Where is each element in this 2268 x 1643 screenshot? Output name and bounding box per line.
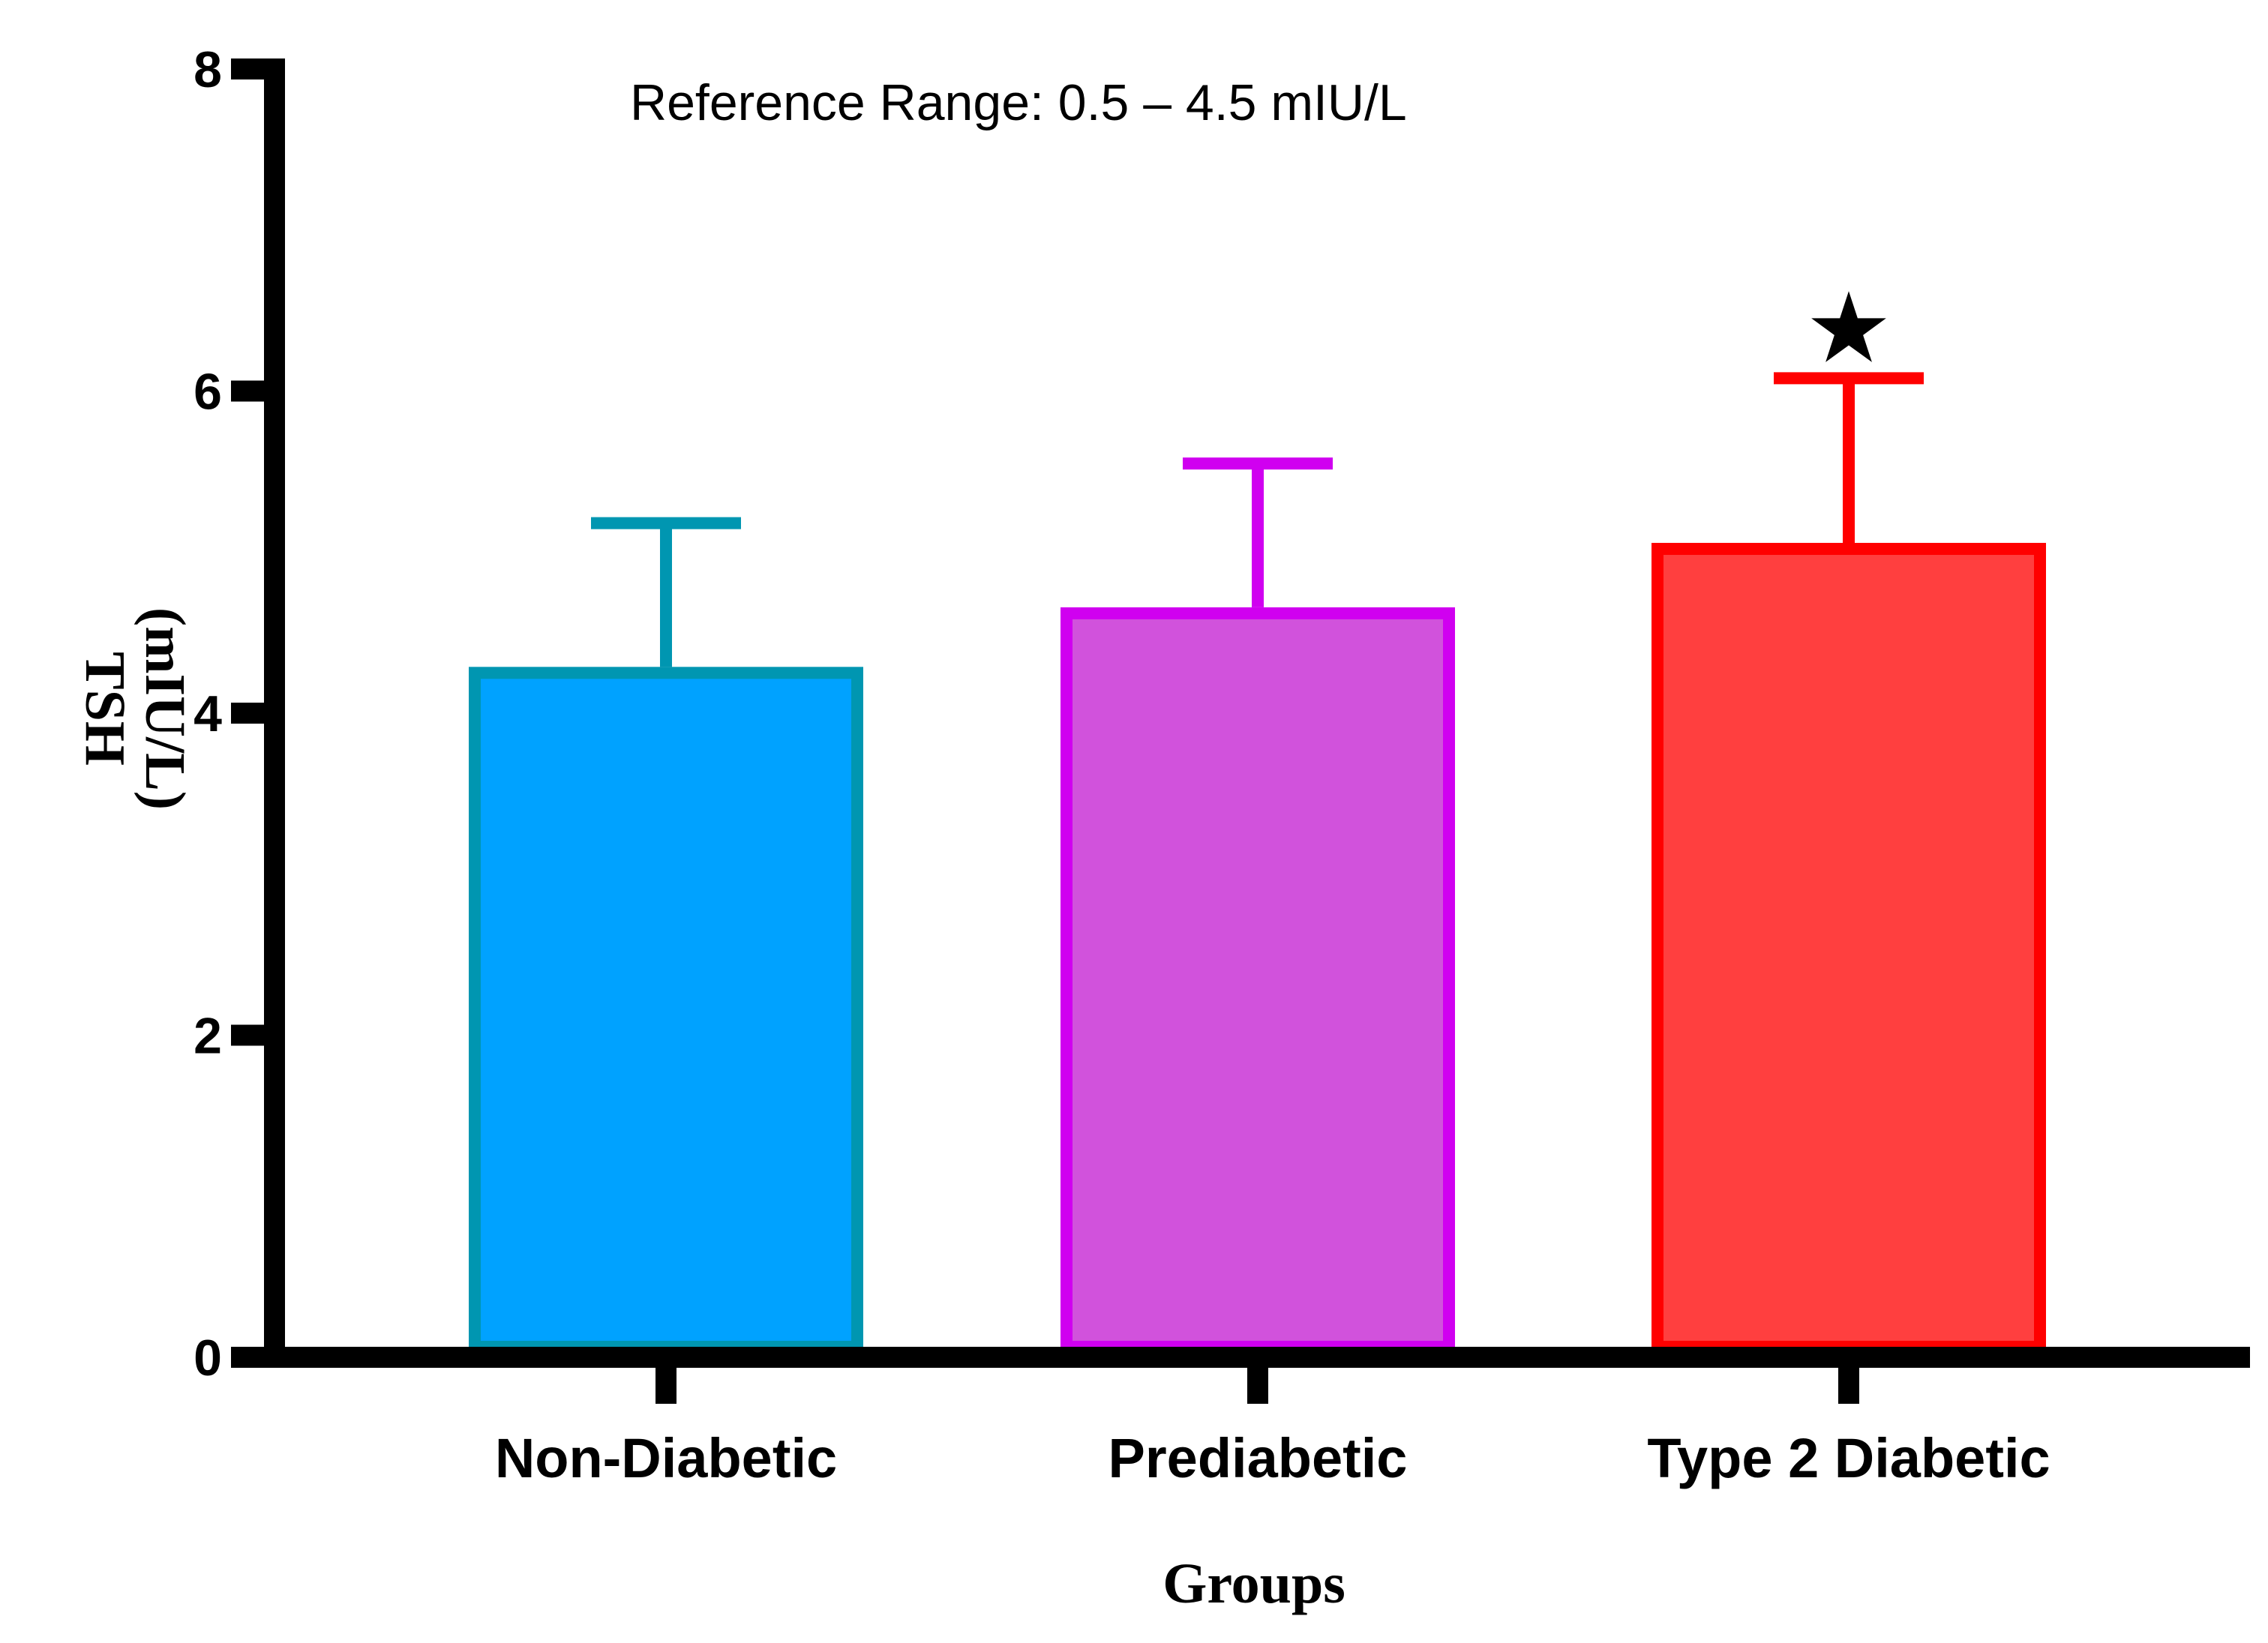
y-axis-title-line-1: TSH (74, 652, 136, 766)
bar-prediabetic (1060, 607, 1455, 1353)
x-tick-label-non-diabetic: Non-Diabetic (495, 1427, 837, 1489)
bars-layer: ★ (469, 271, 2046, 1354)
x-tick-label-prediabetic: Prediabetic (1108, 1427, 1408, 1489)
y-tick-label-0: 0 (194, 1330, 222, 1387)
y-tick-label-2: 2 (194, 1008, 222, 1065)
ticks-layer: Non-Diabetic Prediabetic Type 2 Diabetic 0 2… (194, 41, 2050, 1489)
y-axis-title: TSH (mIU/L) (74, 607, 196, 810)
significance-star-icon: ★ (1805, 271, 1893, 385)
y-tick-label-4: 4 (194, 685, 222, 742)
bar-non-diabetic (469, 667, 863, 1353)
x-tick-label-type-2-diabetic: Type 2 Diabetic (1647, 1427, 2050, 1489)
y-tick-label-8: 8 (194, 41, 222, 98)
x-axis-title: Groups (1162, 1552, 1346, 1615)
y-axis-title-line-2: (mIU/L) (134, 607, 196, 810)
reference-range-annotation: Reference Range: 0.5 – 4.5 mIU/L (630, 74, 1407, 131)
y-tick-label-6: 6 (194, 364, 222, 421)
bar-type-2-diabetic (1652, 542, 2046, 1354)
